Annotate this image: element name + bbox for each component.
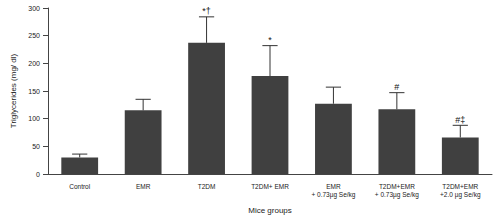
- svg-text:250: 250: [28, 32, 40, 39]
- svg-text:T2DM+EMR: T2DM+EMR: [379, 183, 415, 190]
- svg-text:50: 50: [32, 143, 40, 150]
- svg-text:T2DM+EMR: T2DM+EMR: [442, 183, 478, 190]
- svg-text:+ 0.73µg Se/kg: + 0.73µg Se/kg: [311, 191, 355, 199]
- svg-text:*: *: [268, 35, 272, 45]
- svg-text:EMR: EMR: [326, 183, 341, 190]
- svg-text:*†: *†: [202, 6, 211, 16]
- svg-text:0: 0: [36, 171, 40, 178]
- svg-text:150: 150: [28, 88, 40, 95]
- svg-text:Control: Control: [69, 183, 91, 190]
- svg-text:#‡: #‡: [455, 115, 465, 125]
- svg-text:#: #: [394, 82, 399, 92]
- svg-text:+ 0.73µg Se/kg: + 0.73µg Se/kg: [375, 191, 419, 199]
- svg-text:Mice groups: Mice groups: [248, 206, 292, 215]
- svg-text:100: 100: [28, 115, 40, 122]
- svg-text:Triglycerides (mg/ dl): Triglycerides (mg/ dl): [9, 53, 18, 128]
- svg-text:300: 300: [28, 5, 40, 12]
- svg-text:EMR: EMR: [136, 183, 151, 190]
- svg-text:T2DM+ EMR: T2DM+ EMR: [251, 183, 289, 190]
- svg-text:200: 200: [28, 60, 40, 67]
- svg-text:T2DM: T2DM: [198, 183, 216, 190]
- svg-text:+2.0 µg Se/kg: +2.0 µg Se/kg: [440, 191, 481, 199]
